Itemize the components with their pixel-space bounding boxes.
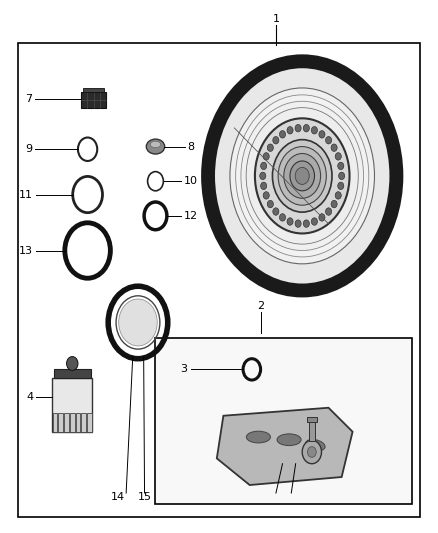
Ellipse shape	[146, 139, 165, 154]
Circle shape	[279, 214, 286, 221]
Text: 9: 9	[25, 144, 32, 154]
Circle shape	[246, 108, 358, 244]
Circle shape	[303, 220, 309, 228]
Circle shape	[311, 218, 318, 225]
Circle shape	[208, 61, 396, 290]
Circle shape	[302, 440, 321, 464]
Circle shape	[295, 124, 301, 132]
Circle shape	[331, 144, 337, 151]
Circle shape	[335, 152, 341, 160]
Circle shape	[319, 131, 325, 138]
Text: 14: 14	[111, 492, 125, 502]
Bar	[58, 413, 63, 432]
Circle shape	[284, 154, 321, 198]
Circle shape	[278, 147, 326, 205]
Circle shape	[272, 140, 332, 212]
Text: 1: 1	[272, 14, 279, 23]
Circle shape	[267, 200, 273, 208]
Bar	[64, 413, 69, 432]
Circle shape	[325, 208, 332, 215]
Circle shape	[67, 357, 78, 370]
Circle shape	[261, 182, 267, 190]
Circle shape	[241, 101, 364, 251]
Text: 5: 5	[272, 492, 279, 502]
Bar	[155, 338, 412, 504]
Circle shape	[303, 124, 309, 132]
Text: 10: 10	[184, 176, 198, 186]
Bar	[54, 369, 91, 378]
Text: 13: 13	[19, 246, 33, 255]
Circle shape	[236, 95, 369, 257]
Circle shape	[255, 118, 350, 233]
Text: 3: 3	[180, 365, 187, 374]
Text: 2: 2	[257, 302, 264, 311]
Circle shape	[295, 220, 301, 228]
Circle shape	[263, 152, 269, 160]
Bar	[76, 413, 81, 432]
Bar	[70, 413, 75, 432]
Ellipse shape	[150, 141, 161, 148]
Bar	[52, 378, 92, 432]
Bar	[81, 92, 106, 108]
Circle shape	[290, 161, 314, 191]
Bar	[81, 413, 86, 432]
Text: 6: 6	[288, 492, 295, 502]
Circle shape	[206, 59, 399, 293]
Ellipse shape	[277, 434, 301, 446]
Text: 7: 7	[25, 94, 32, 103]
Circle shape	[325, 136, 332, 144]
Text: 15: 15	[138, 492, 152, 502]
Circle shape	[273, 208, 279, 215]
Text: 12: 12	[184, 211, 198, 221]
Bar	[307, 417, 317, 422]
Circle shape	[119, 299, 157, 346]
Text: 4: 4	[26, 392, 33, 402]
Circle shape	[273, 136, 279, 144]
Circle shape	[331, 200, 337, 208]
Circle shape	[263, 192, 269, 199]
Ellipse shape	[306, 439, 325, 451]
Ellipse shape	[246, 431, 270, 443]
Circle shape	[307, 447, 316, 457]
Bar	[87, 413, 92, 432]
Polygon shape	[217, 408, 353, 485]
Circle shape	[279, 131, 286, 138]
Circle shape	[338, 162, 344, 169]
Circle shape	[287, 126, 293, 134]
Circle shape	[267, 144, 273, 151]
Bar	[309, 421, 315, 441]
Circle shape	[311, 126, 318, 134]
Circle shape	[338, 182, 344, 190]
Circle shape	[261, 162, 267, 169]
Circle shape	[230, 88, 374, 264]
Bar	[18, 43, 420, 517]
Circle shape	[339, 172, 345, 180]
Circle shape	[335, 192, 341, 199]
Text: 8: 8	[187, 142, 194, 151]
Circle shape	[319, 214, 325, 221]
Bar	[83, 88, 104, 92]
Circle shape	[295, 167, 309, 184]
Text: 11: 11	[19, 190, 33, 199]
Circle shape	[287, 218, 293, 225]
Bar	[53, 413, 57, 432]
Circle shape	[260, 172, 266, 180]
